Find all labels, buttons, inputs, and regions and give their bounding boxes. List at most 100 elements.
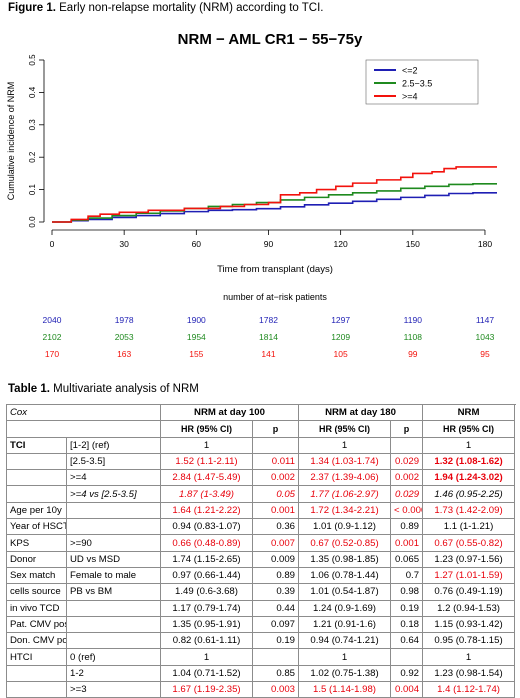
subheader-hr: HR (95% CI) — [161, 421, 253, 437]
p-day100-cell: 0.003 — [253, 682, 299, 698]
hr-day180-cell: 1 — [299, 437, 391, 453]
hr-nrm-cell: 0.76 (0.49-1.19) — [423, 584, 515, 600]
p-day180-cell: 0.98 — [391, 584, 423, 600]
at-risk-count: 105 — [334, 349, 348, 359]
x-tick-label: 30 — [119, 239, 129, 249]
figure-caption-label: Figure 1. — [8, 2, 56, 14]
p-day180-cell: 0.001 — [391, 535, 423, 551]
hr-nrm-cell: 1.23 (0.97-1.56) — [423, 551, 515, 567]
at-risk-count: 2102 — [43, 332, 62, 342]
p-day100-cell: 0.44 — [253, 600, 299, 616]
hr-day180-cell: 0.67 (0.52-0.85) — [299, 535, 391, 551]
hr-day180-cell: 0.94 (0.74-1.21) — [299, 633, 391, 649]
variable-cell — [7, 665, 67, 681]
variable-cell — [7, 682, 67, 698]
hr-day180-cell: 1.01 (0.54-1.87) — [299, 584, 391, 600]
hr-day100-cell: 1.64 (1.21-2.22) — [161, 502, 253, 518]
subheader-hr: HR (95% CI) — [299, 421, 391, 437]
header-nrm: NRM — [423, 405, 515, 421]
hr-nrm-cell: 1.2 (0.94-1.53) — [423, 600, 515, 616]
hr-day100-cell: 1 — [161, 649, 253, 665]
x-tick-label: 150 — [406, 239, 420, 249]
level-cell — [67, 616, 161, 632]
hr-day180-cell: 1 — [299, 649, 391, 665]
variable-cell: Year of HSCT — [7, 519, 67, 535]
p-day100-cell: 0.85 — [253, 665, 299, 681]
hr-day100-cell: 0.94 (0.83-1.07) — [161, 519, 253, 535]
p-day100-cell: 0.39 — [253, 584, 299, 600]
p-day100-cell: 0.05 — [253, 486, 299, 502]
x-tick-label: 0 — [50, 239, 55, 249]
legend-label: >=4 — [402, 92, 418, 102]
p-day180-cell: 0.18 — [391, 616, 423, 632]
hr-nrm-cell: 1 — [423, 437, 515, 453]
level-cell — [67, 633, 161, 649]
table-body: Cox NRM at day 100 NRM at day 180 NRM HR… — [7, 405, 515, 698]
p-day180-cell: 0.029 — [391, 453, 423, 469]
at-risk-count: 1209 — [331, 332, 350, 342]
hr-day100-cell: 1.52 (1.1-2.11) — [161, 453, 253, 469]
series-line — [52, 167, 497, 222]
hr-day100-cell: 1.35 (0.95-1.91) — [161, 616, 253, 632]
variable-cell: Don. CMV pos — [7, 633, 67, 649]
at-risk-count: 1782 — [259, 315, 278, 325]
hr-nrm-cell: 1.15 (0.93-1.42) — [423, 616, 515, 632]
variable-cell: Donor — [7, 551, 67, 567]
at-risk-count: 2053 — [115, 332, 134, 342]
p-day100-cell: 0.097 — [253, 616, 299, 632]
table-header-row: Cox NRM at day 100 NRM at day 180 NRM — [7, 405, 515, 421]
hr-nrm-cell: 0.95 (0.78-1.15) — [423, 633, 515, 649]
variable-cell — [7, 453, 67, 469]
variable-cell: Pat. CMV pos — [7, 616, 67, 632]
hr-day100-cell: 0.66 (0.48-0.89) — [161, 535, 253, 551]
variable-cell: KPS — [7, 535, 67, 551]
at-risk-count: 1297 — [331, 315, 350, 325]
at-risk-count: 1814 — [259, 332, 278, 342]
hr-day180-cell: 1.01 (0.9-1.12) — [299, 519, 391, 535]
hr-nrm-cell: 1.94 (1.24-3.02) — [423, 470, 515, 486]
variable-cell: HTCI — [7, 649, 67, 665]
at-risk-count: 1900 — [187, 315, 206, 325]
subheader-blank — [7, 421, 161, 437]
variable-cell: Age per 10y — [7, 502, 67, 518]
x-tick-label: 120 — [334, 239, 348, 249]
hr-day180-cell: 2.37 (1.39-4.06) — [299, 470, 391, 486]
hr-nrm-cell: 1.27 (1.01-1.59) — [423, 567, 515, 583]
hr-day180-cell: 1.77 (1.06-2.97) — [299, 486, 391, 502]
variable-cell: in vivo TCD — [7, 600, 67, 616]
x-tick-label: 60 — [192, 239, 202, 249]
hr-nrm-cell: 1.46 (0.95-2.25) — [423, 486, 515, 502]
nrm-chart: NRM − AML CR1 − 55−75y0.00.10.20.30.40.5… — [0, 20, 520, 380]
at-risk-count: 1978 — [115, 315, 134, 325]
hr-day100-cell: 1.49 (0.6-3.68) — [161, 584, 253, 600]
hr-day100-cell: 2.84 (1.47-5.49) — [161, 470, 253, 486]
hr-day180-cell: 1.24 (0.9-1.69) — [299, 600, 391, 616]
level-cell: Female to male — [67, 567, 161, 583]
hr-day100-cell: 1 — [161, 437, 253, 453]
at-risk-count: 2040 — [43, 315, 62, 325]
p-day100-cell — [253, 649, 299, 665]
p-day180-cell — [391, 649, 423, 665]
p-day180-cell: 0.002 — [391, 470, 423, 486]
p-day100-cell: 0.007 — [253, 535, 299, 551]
p-day180-cell: 0.004 — [391, 682, 423, 698]
p-day180-cell: 0.89 — [391, 519, 423, 535]
level-cell — [67, 519, 161, 535]
header-nrm-day100: NRM at day 100 — [161, 405, 299, 421]
level-cell — [67, 600, 161, 616]
at-risk-count: 141 — [261, 349, 275, 359]
y-tick-label: 0.5 — [28, 54, 37, 66]
p-day100-cell — [253, 437, 299, 453]
y-tick-label: 0.0 — [28, 216, 37, 228]
